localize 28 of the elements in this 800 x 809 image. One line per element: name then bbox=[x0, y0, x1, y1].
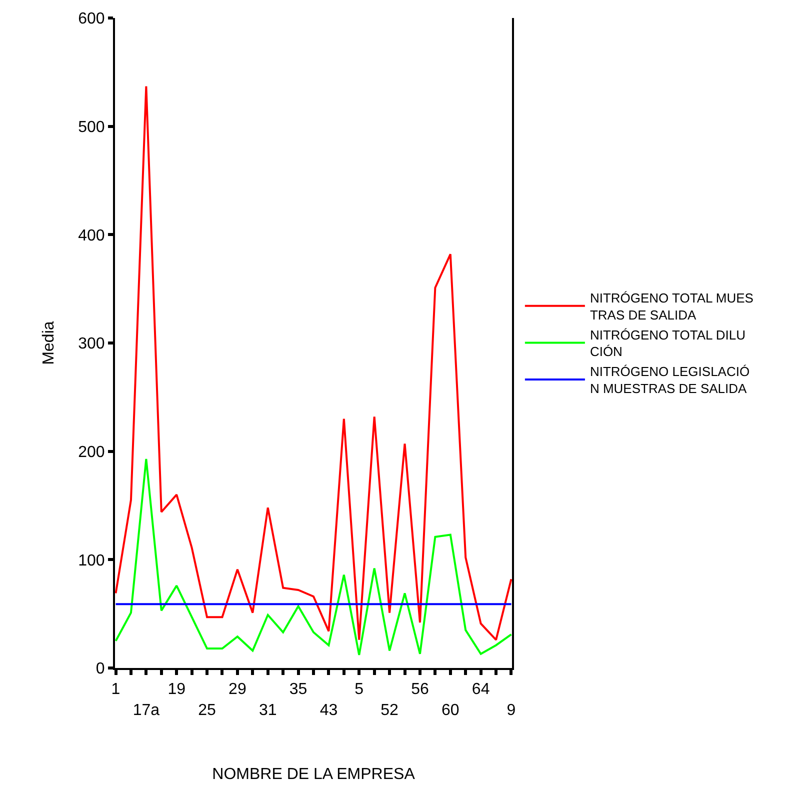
x-tick-label: 64 bbox=[472, 681, 490, 698]
y-axis-title: Media bbox=[40, 321, 58, 365]
x-tick-label: 25 bbox=[198, 702, 216, 719]
legend-label: NITRÓGENO LEGISLACIÓN MUESTRAS DE SALIDA bbox=[590, 364, 750, 396]
y-tick-label: 500 bbox=[78, 118, 105, 136]
x-tick-label: 1 bbox=[111, 681, 120, 698]
x-tick-label: 60 bbox=[442, 702, 460, 719]
line-series bbox=[115, 85, 512, 641]
x-tick-label: 29 bbox=[228, 681, 246, 698]
x-tick-label: 52 bbox=[380, 702, 399, 719]
y-tick-label: 100 bbox=[78, 552, 105, 570]
y-tick-label: 400 bbox=[78, 227, 105, 244]
line-series bbox=[115, 458, 512, 656]
legend-label: NITRÓGENO TOTAL MUESTRAS DE SALIDA bbox=[590, 290, 754, 322]
x-tick-label: 19 bbox=[168, 681, 186, 698]
x-tick-label: 43 bbox=[320, 702, 338, 719]
y-tick-label: 300 bbox=[78, 336, 105, 353]
y-tick-label: 0 bbox=[96, 660, 105, 678]
x-tick-label: 5 bbox=[354, 681, 364, 698]
x-axis-title: NOMBRE DE LA EMPRESA bbox=[212, 766, 416, 784]
x-tick-label: 35 bbox=[289, 681, 308, 698]
y-tick-label: 600 bbox=[78, 10, 105, 28]
legend-label: NITRÓGENO TOTAL DILUCIÓN bbox=[590, 327, 746, 360]
y-tick-label: 200 bbox=[78, 444, 105, 461]
x-tick-label: 56 bbox=[411, 681, 429, 698]
x-tick-label: 9 bbox=[506, 702, 516, 719]
x-tick-label: 17a bbox=[132, 702, 160, 719]
x-tick-label: 31 bbox=[258, 702, 277, 719]
